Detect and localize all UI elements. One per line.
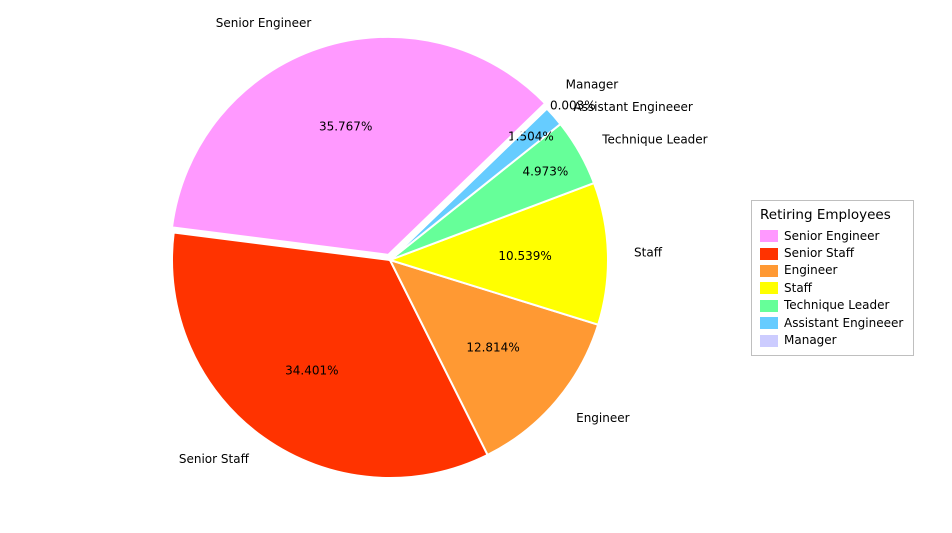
legend-item: Manager [760, 332, 903, 349]
legend-label: Manager [784, 332, 837, 349]
legend-label: Senior Engineer [784, 228, 879, 245]
slice-label: Manager [566, 77, 619, 91]
legend-label: Staff [784, 280, 812, 297]
legend-swatch [760, 265, 778, 277]
slice-label: Senior Staff [179, 452, 250, 466]
slice-label: Engineer [576, 411, 630, 425]
pct-label: 12.814% [466, 340, 519, 354]
legend-swatch [760, 230, 778, 242]
pct-label: 4.973% [523, 165, 569, 179]
slice-label: Senior Engineer [216, 16, 312, 30]
pct-label: 0.003% [550, 99, 596, 113]
legend-label: Engineer [784, 262, 837, 279]
legend-swatch [760, 282, 778, 294]
legend-label: Technique Leader [784, 297, 889, 314]
legend: Retiring Employees Senior EngineerSenior… [751, 200, 914, 356]
pie-chart-container: 35.767% Senior Engineer 34.401% Senior Staf… [0, 0, 952, 533]
legend-swatch [760, 317, 778, 329]
pct-label: 1.504% [508, 129, 554, 143]
legend-item: Staff [760, 280, 903, 297]
legend-swatch [760, 248, 778, 260]
pct-label: 34.401% [285, 363, 338, 377]
legend-item: Technique Leader [760, 297, 903, 314]
legend-swatch [760, 300, 778, 312]
legend-item: Senior Staff [760, 245, 903, 262]
legend-item: Assistant Engineeer [760, 315, 903, 332]
legend-label: Senior Staff [784, 245, 854, 262]
legend-title: Retiring Employees [760, 206, 903, 226]
legend-item: Senior Engineer [760, 228, 903, 245]
slice-label: Staff [634, 246, 663, 260]
legend-swatch [760, 335, 778, 347]
slice-label: Technique Leader [601, 132, 707, 146]
pct-label: 35.767% [319, 120, 372, 134]
pct-label: 10.539% [498, 249, 551, 263]
legend-item: Engineer [760, 262, 903, 279]
legend-label: Assistant Engineeer [784, 315, 903, 332]
